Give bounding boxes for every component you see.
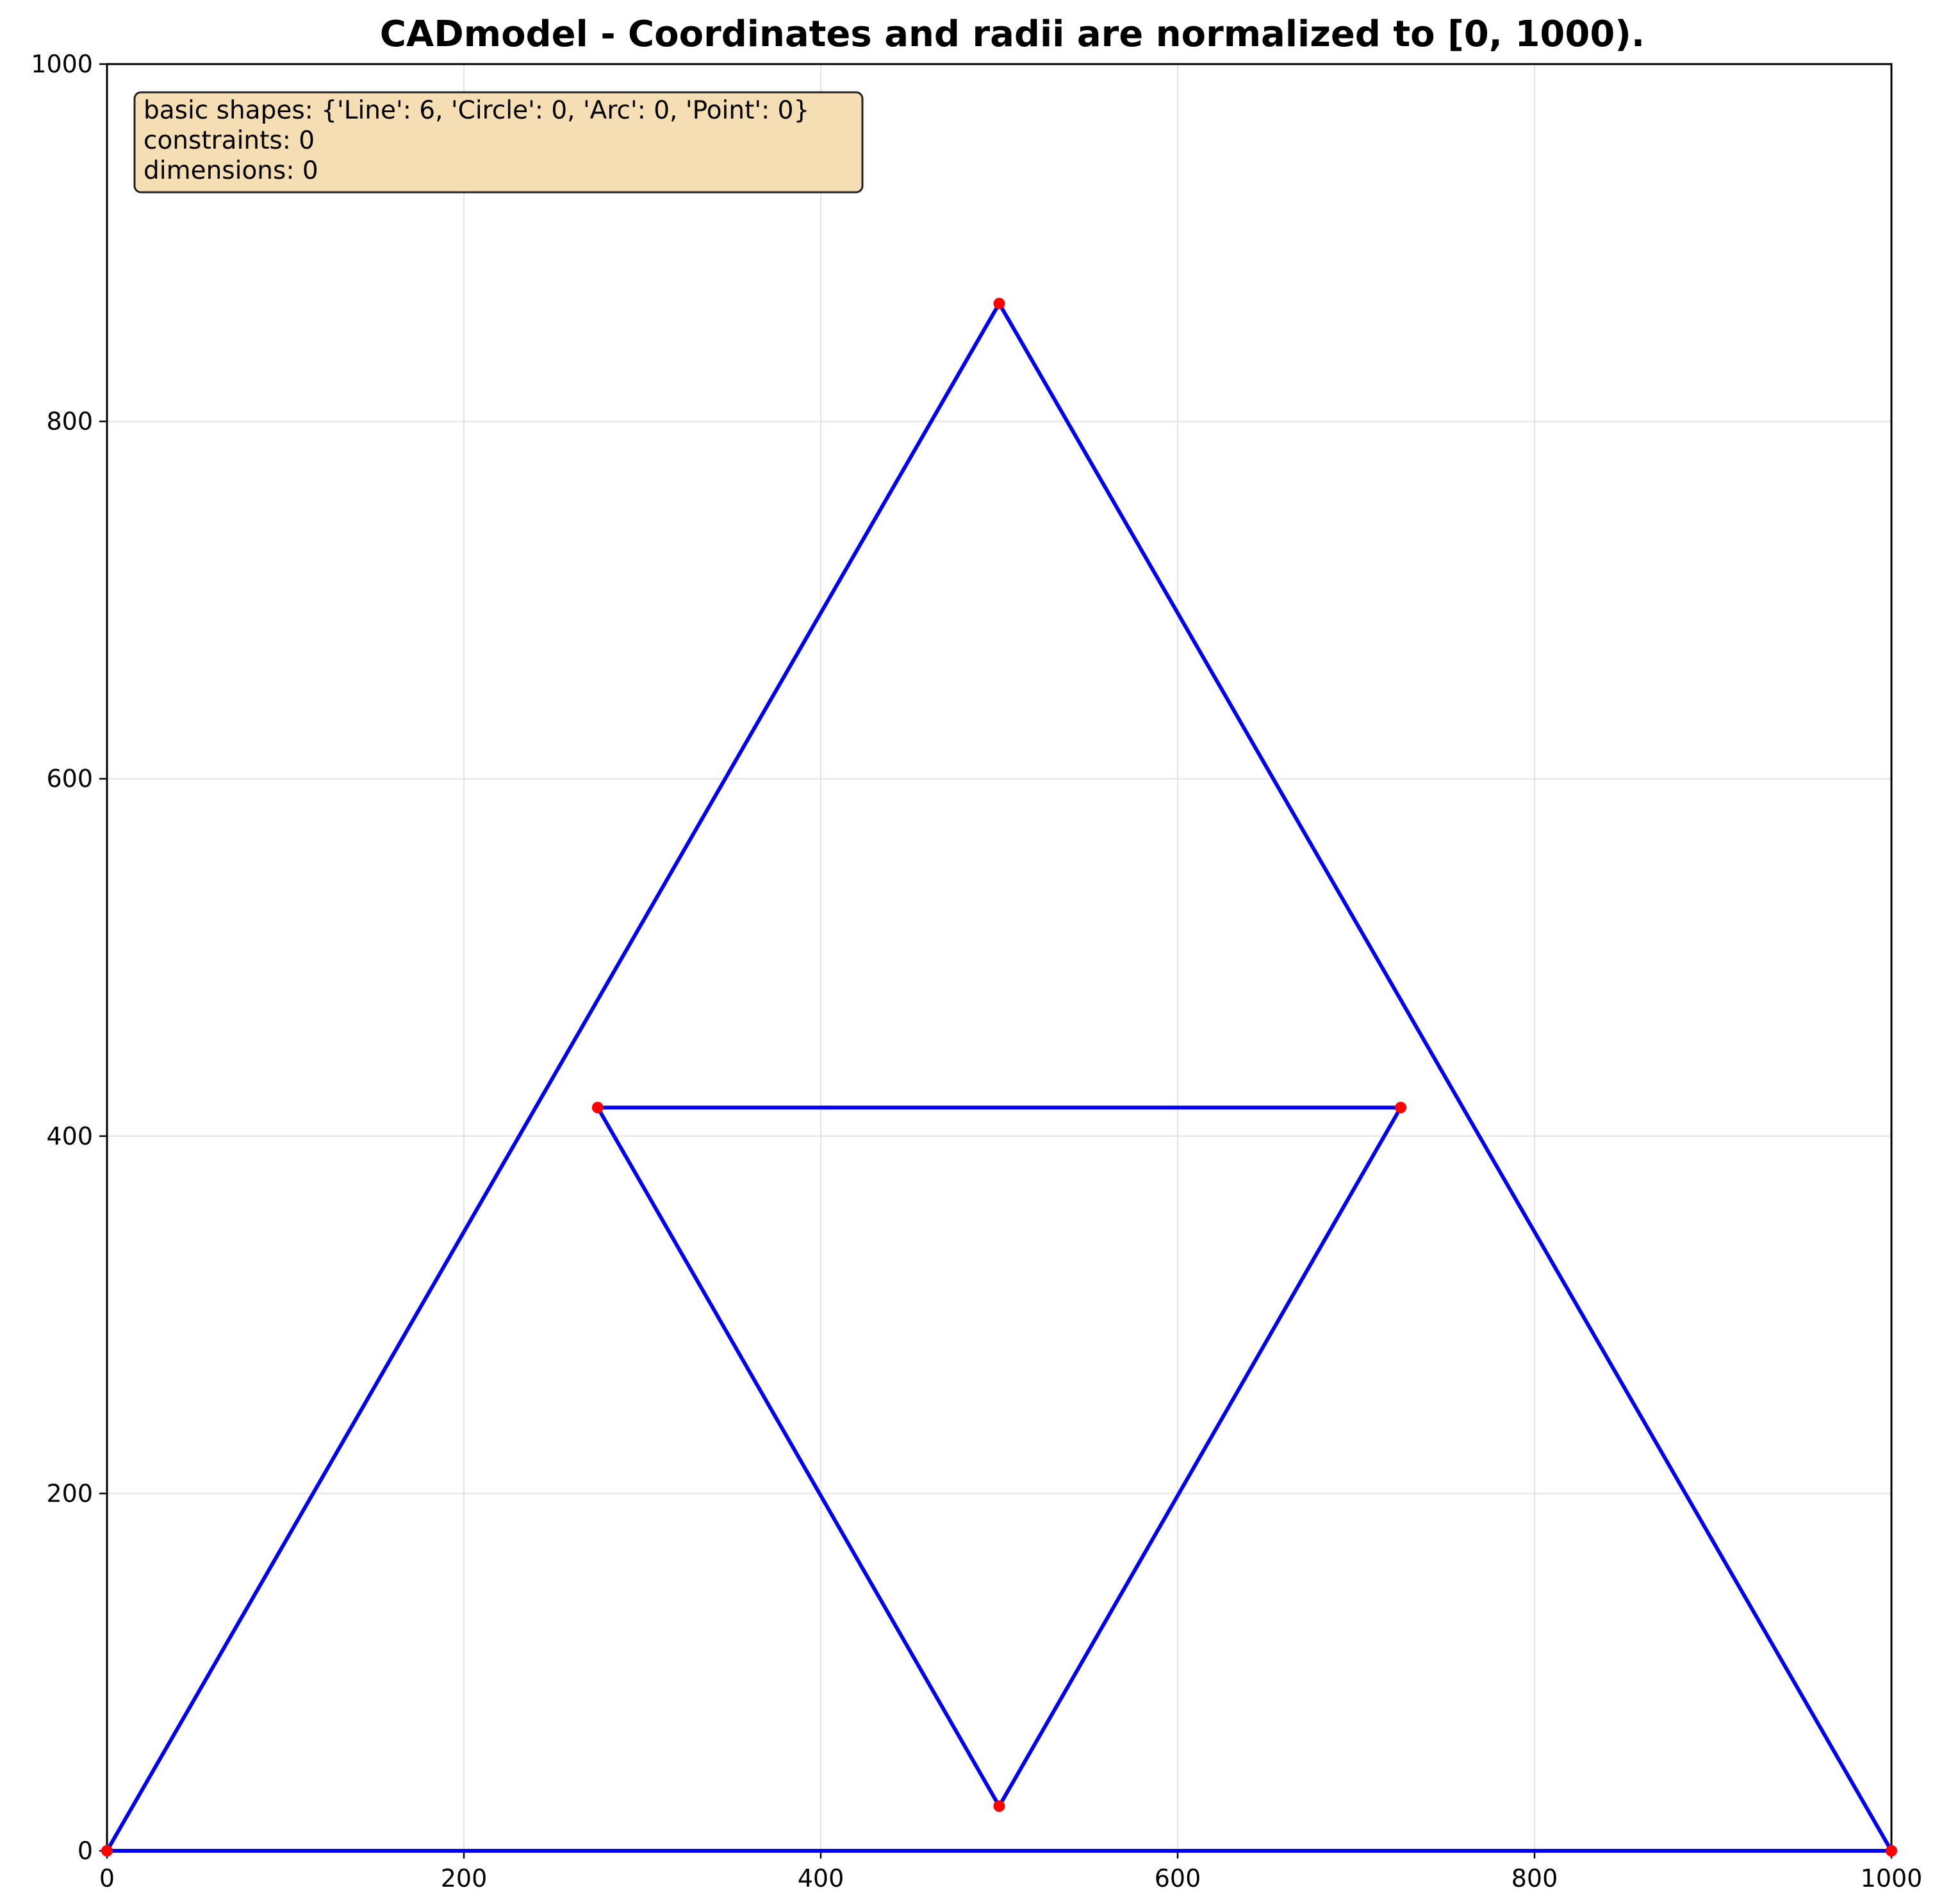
y-tick-label-2: 400 xyxy=(46,1122,93,1150)
x-tick-label-2: 400 xyxy=(798,1864,844,1892)
x-tick-label-5: 1000 xyxy=(1861,1864,1923,1892)
info-line-dimensions: dimensions: 0 xyxy=(144,156,318,185)
y-tick-label-5: 1000 xyxy=(31,50,93,78)
y-tick-label-1: 200 xyxy=(46,1479,93,1507)
info-line-constraints: constraints: 0 xyxy=(144,126,315,155)
x-tick-label-3: 600 xyxy=(1155,1864,1201,1892)
endpoint-marker xyxy=(101,1845,113,1857)
endpoints xyxy=(101,297,1897,1857)
line-segment-1 xyxy=(997,301,1893,1853)
line-segments xyxy=(105,301,1893,1853)
endpoint-marker xyxy=(993,297,1005,310)
line-segment-0 xyxy=(105,301,1001,1853)
x-tick-label-1: 200 xyxy=(441,1864,488,1892)
endpoint-marker xyxy=(1886,1845,1897,1857)
line-segment-5 xyxy=(997,1105,1403,1809)
y-tick-label-4: 800 xyxy=(46,408,93,436)
y-tick-label-0: 0 xyxy=(78,1837,93,1865)
line-segment-4 xyxy=(595,1105,1001,1809)
y-tick-label-3: 600 xyxy=(46,765,93,793)
x-tick-label-4: 800 xyxy=(1511,1864,1558,1892)
x-tick-label-0: 0 xyxy=(99,1864,115,1892)
endpoint-marker xyxy=(1395,1102,1407,1114)
info-box: basic shapes: {'Line': 6, 'Circle': 0, '… xyxy=(133,91,864,194)
axis-ticks: 0 200 400 600 800 1000 0 200 400 600 800 1000 xyxy=(31,50,1922,1892)
info-box-background xyxy=(133,91,864,194)
chart-title: CADmodel - Coordinates and radii are nor… xyxy=(380,13,1645,55)
endpoint-marker xyxy=(993,1800,1005,1812)
info-line-shapes: basic shapes: {'Line': 6, 'Circle': 0, '… xyxy=(144,96,809,125)
endpoint-marker xyxy=(591,1102,604,1114)
